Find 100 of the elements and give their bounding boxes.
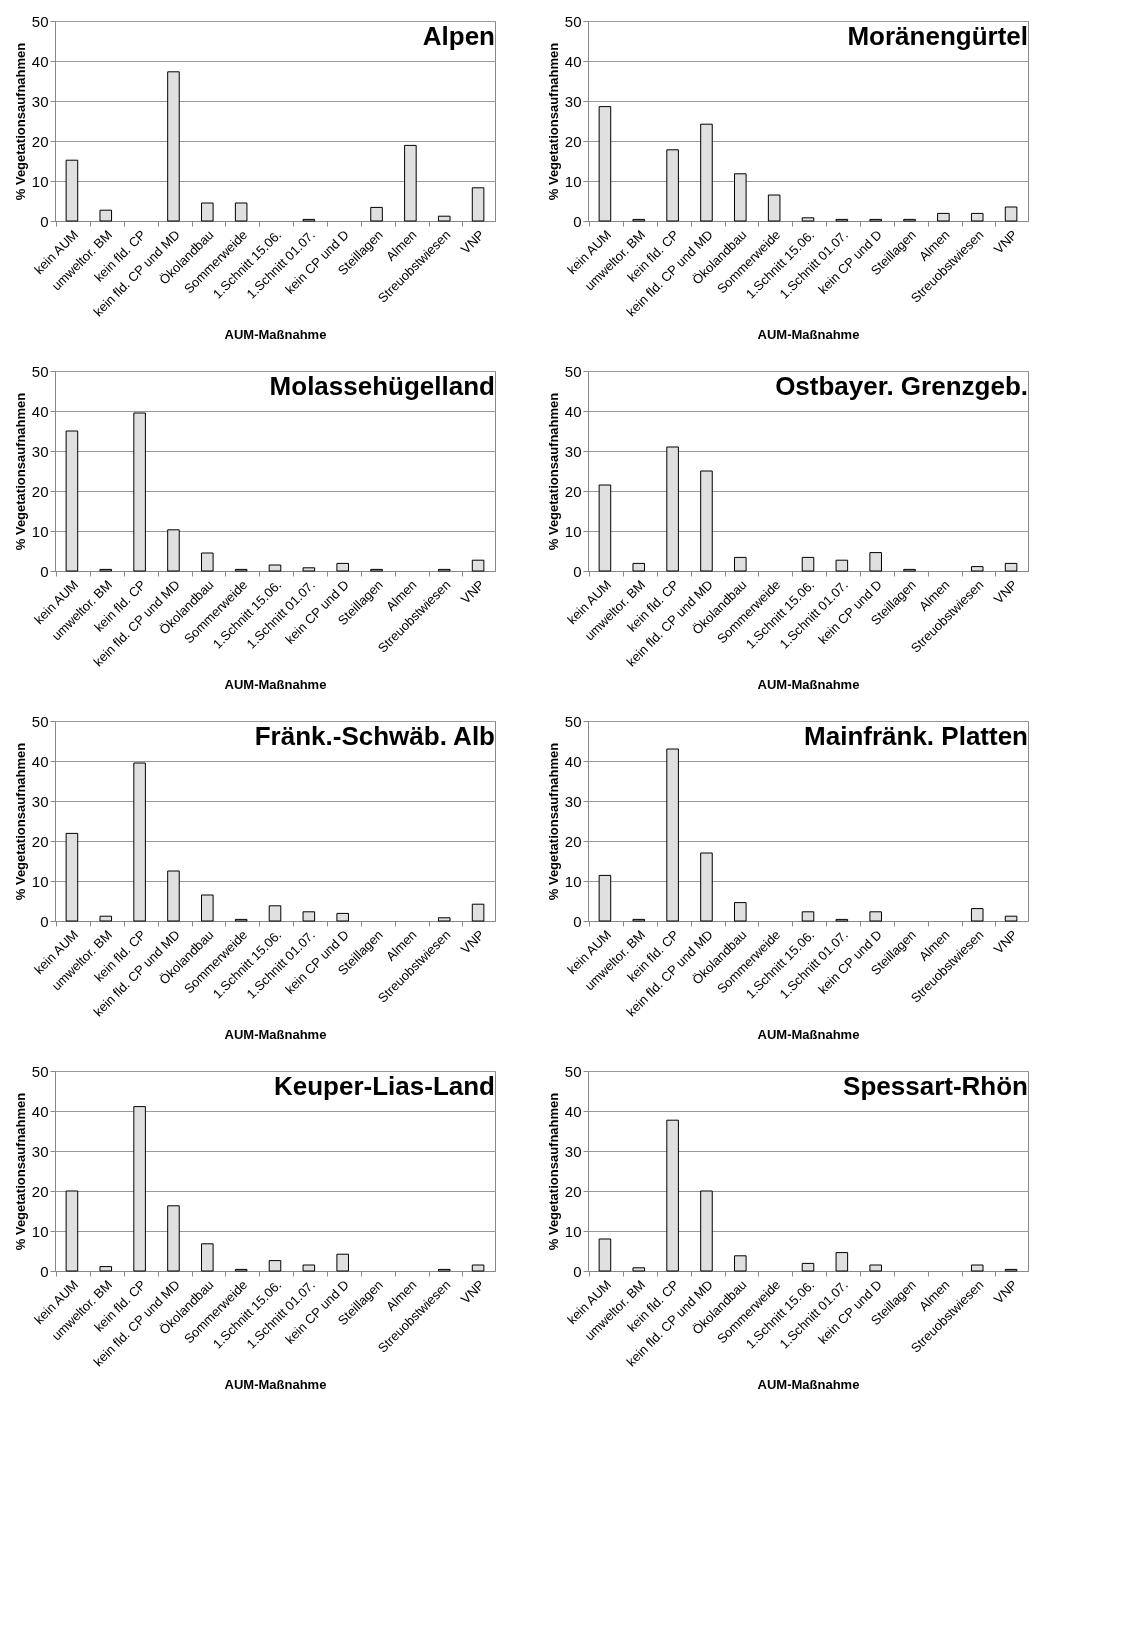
bar [700,1190,713,1272]
bar [99,209,113,222]
bar [471,559,485,572]
bar [65,159,79,222]
bar [666,748,679,922]
bar [471,903,485,922]
bar [632,1267,646,1272]
bar [370,206,383,222]
x-axis-title: AUM-Maßnahme [757,327,860,343]
y-tick-label: 10 [564,872,582,890]
bar [801,217,815,222]
chart-title: Molassehügelland [269,371,495,401]
y-tick-label: 30 [31,442,49,460]
bar [666,1119,679,1272]
y-tick-label: 10 [564,1222,582,1240]
x-axis-title: AUM-Maßnahme [757,677,860,693]
bar [632,562,646,572]
y-tick-label: 30 [31,92,49,110]
bar [970,908,984,922]
y-tick-label: 20 [31,1182,49,1200]
y-tick-label: 40 [564,752,582,770]
bar [970,1264,984,1272]
y-tick-label: 20 [564,482,582,500]
y-axis-title: % Vegetationsaufnahmen [12,42,28,201]
bar [201,894,214,922]
y-tick-label: 0 [40,1262,49,1280]
bar [133,412,146,572]
bar [666,446,679,572]
bar [801,911,815,922]
bar [970,212,984,222]
chart-title: Spessart-Rhön [843,1071,1028,1101]
bar [471,1264,485,1272]
y-tick-label: 10 [564,522,582,540]
bar [65,1190,79,1272]
y-tick-label: 30 [564,442,582,460]
x-axis-title: AUM-Maßnahme [224,1027,327,1043]
bar [99,1266,113,1272]
bar [336,562,349,572]
bar [1004,915,1018,922]
bar [734,1255,747,1272]
bar [167,1205,180,1272]
y-tick-label: 10 [564,172,582,190]
y-tick-label: 40 [31,52,49,70]
y-tick-label: 20 [564,832,582,850]
y-tick-label: 50 [564,362,582,380]
bar [1004,562,1018,572]
y-tick-label: 10 [31,172,49,190]
y-tick-label: 40 [564,402,582,420]
y-tick-label: 30 [31,792,49,810]
bar [767,194,781,222]
bar [336,912,349,922]
bar [598,484,612,572]
y-tick-label: 40 [31,752,49,770]
bar [700,852,713,922]
bar [598,106,612,222]
chart-title: Mainfränk. Platten [804,721,1028,751]
bar [302,567,316,572]
chart-title: Ostbayer. Grenzgeb. [775,371,1028,401]
bar [167,529,180,572]
y-tick-label: 50 [31,1062,49,1080]
bar [167,870,180,922]
bar [869,1264,882,1272]
bar [1004,206,1018,222]
y-tick-label: 0 [573,562,582,580]
x-tick-label: VNP [990,927,1021,957]
y-tick-label: 30 [564,92,582,110]
y-tick-label: 50 [564,12,582,30]
bar [666,149,679,222]
bar [734,902,747,922]
bar [268,1260,282,1272]
y-tick-label: 0 [40,212,49,230]
y-tick-label: 20 [564,132,582,150]
y-tick-label: 40 [31,1102,49,1120]
bar [835,1252,849,1272]
x-axis-title: AUM-Maßnahme [757,1027,860,1043]
bar [133,762,146,922]
chart-title: Moränengürtel [847,21,1028,51]
x-tick-label: VNP [990,227,1021,257]
bar [598,874,612,922]
y-axis-title: % Vegetationsaufnahmen [545,42,561,201]
y-tick-label: 0 [573,1262,582,1280]
bar [700,123,713,222]
x-tick-label: VNP [990,1277,1021,1307]
bar [268,905,282,922]
bar [937,212,950,222]
y-tick-label: 20 [31,832,49,850]
bar [201,552,214,572]
y-tick-label: 40 [564,52,582,70]
bar [268,564,282,572]
bar [801,556,815,572]
bar [734,173,747,222]
bar [234,202,248,222]
bar [99,915,113,922]
y-axis-title: % Vegetationsaufnahmen [545,392,561,551]
bar [598,1238,612,1272]
bar [437,215,451,222]
bar [835,559,849,572]
y-tick-label: 0 [573,212,582,230]
y-tick-label: 40 [31,402,49,420]
bar [65,430,79,572]
